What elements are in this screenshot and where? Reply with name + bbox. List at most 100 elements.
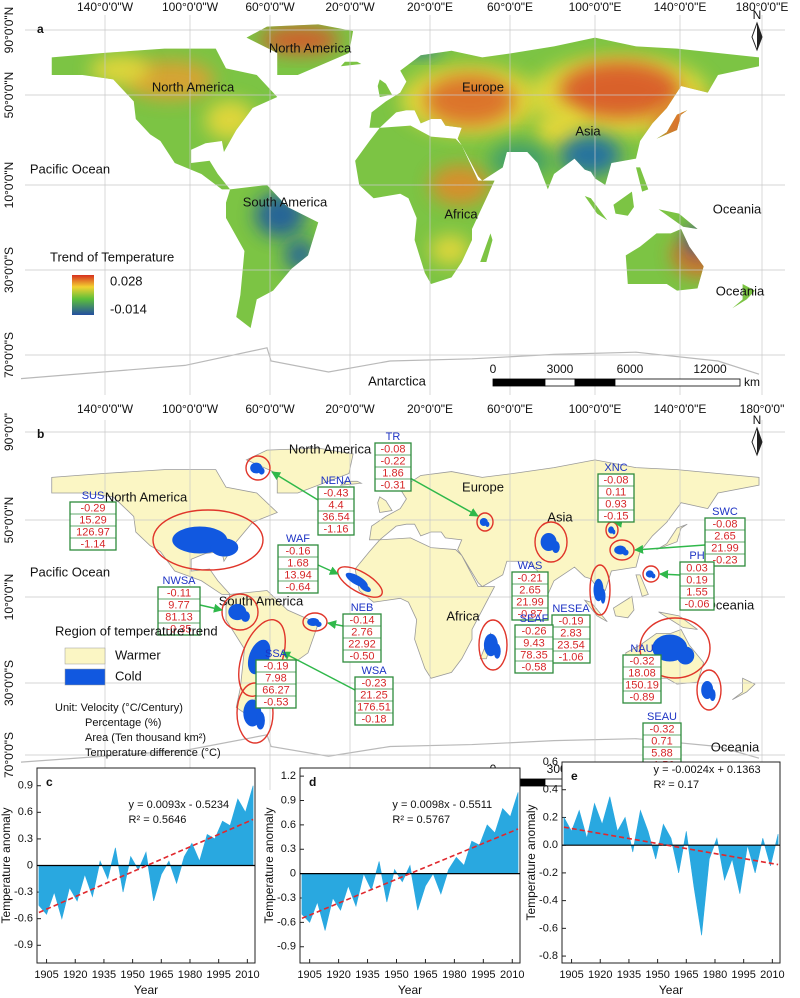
y-tick-label: -0.3 xyxy=(14,886,33,898)
region-code: WSA xyxy=(361,665,387,677)
y-tick-label: 0.6 xyxy=(281,819,296,831)
lon-label: 60°0'0"W xyxy=(245,0,295,14)
region-value: -0.58 xyxy=(521,661,546,673)
cold-area xyxy=(709,689,716,701)
cold-region xyxy=(478,619,508,671)
region-value: -0.31 xyxy=(380,479,405,491)
x-tick-label: 1905 xyxy=(297,969,321,981)
region-outline xyxy=(302,612,328,632)
x-tick-label: 2010 xyxy=(235,969,259,981)
lat-label: 90°0'0"N xyxy=(2,7,16,54)
region-code: XNC xyxy=(604,462,627,474)
region-value: -1.16 xyxy=(323,523,348,535)
place-label: Antarctica xyxy=(368,373,427,388)
region-value: -0.87 xyxy=(517,608,542,620)
legend-min: -0.014 xyxy=(110,301,147,316)
x-tick-label: 1980 xyxy=(178,969,202,981)
lat-label: 70°0'0"S xyxy=(2,732,16,778)
scale-label: 3000 xyxy=(547,362,574,376)
north-arrow xyxy=(757,428,762,455)
region-value: -0.19 xyxy=(558,615,583,627)
region-outline xyxy=(609,539,635,561)
y-tick-label: 0.6 xyxy=(18,806,33,818)
lon-label: 60°0'0"E xyxy=(487,402,533,416)
x-tick-label: 1980 xyxy=(442,969,466,981)
trend-line xyxy=(563,826,779,866)
scale-bar xyxy=(614,378,741,387)
place-label: Oceania xyxy=(706,597,755,612)
lon-label: 140°0'0"W xyxy=(77,402,134,416)
y-axis-label: Temperature anomaly xyxy=(524,804,538,920)
region-arrow xyxy=(281,651,356,691)
place-label: Oceania xyxy=(713,201,762,216)
region-value: 81.13 xyxy=(165,611,193,623)
cold-area xyxy=(622,549,629,556)
x-tick-label: 2010 xyxy=(760,969,784,981)
region-code: SUS xyxy=(82,490,105,502)
region-code: SSA xyxy=(265,648,288,660)
x-tick-label: 2010 xyxy=(500,969,524,981)
cold-area xyxy=(359,583,371,592)
y-tick-label: 0.3 xyxy=(281,843,296,855)
cold-area xyxy=(612,529,616,535)
place-label: South America xyxy=(243,194,328,209)
region-arrow xyxy=(327,620,344,630)
cold-region xyxy=(642,565,660,583)
x-tick-label: 1995 xyxy=(731,969,755,981)
region-value: -0.43 xyxy=(323,487,348,499)
cold-region xyxy=(152,509,264,571)
y-tick-label: -0.8 xyxy=(539,950,558,962)
plot-frame xyxy=(561,761,781,964)
lon-label: 20°0'0"E xyxy=(407,402,453,416)
heat-patch xyxy=(205,100,255,140)
x-tick-label: 1920 xyxy=(588,969,612,981)
region-value: -0.29 xyxy=(80,502,105,514)
north-label: N xyxy=(753,413,762,427)
y-tick-label: -0.9 xyxy=(277,941,296,953)
region-value: -0.08 xyxy=(712,518,737,530)
y-tick-label: 0.0 xyxy=(543,839,558,851)
region-arrow xyxy=(409,477,479,517)
region-code: NEB xyxy=(351,602,374,614)
region-code: SEAF xyxy=(520,613,549,625)
region-value: -1.06 xyxy=(558,651,583,663)
place-label: Asia xyxy=(575,123,601,138)
region-arrow xyxy=(317,564,339,575)
x-axis-label: Year xyxy=(134,983,158,997)
place-label: Pacific Ocean xyxy=(30,161,110,176)
region-value: 2.65 xyxy=(714,530,735,542)
scale-bar xyxy=(544,378,576,387)
region-value: 0.93 xyxy=(605,498,626,510)
heat-patch xyxy=(285,240,315,270)
heat-patch xyxy=(260,26,340,54)
place-label: Asia xyxy=(547,509,573,524)
heat-patch xyxy=(90,55,150,85)
trend-equation: y = 0.0098x - 0.5511 xyxy=(392,799,492,811)
region-outline xyxy=(478,619,508,671)
x-tick-label: 1995 xyxy=(471,969,495,981)
region-outline xyxy=(152,509,264,571)
legend-item: Cold xyxy=(115,668,142,683)
trend-equation: y = 0.0093x - 0.5234 xyxy=(129,799,230,811)
unit-line: Unit: Velocity (°C/Century) xyxy=(55,702,183,714)
region-arrow xyxy=(199,603,223,613)
heat-patch xyxy=(400,35,440,55)
region-value: 21.99 xyxy=(711,542,739,554)
y-tick-label: 0.3 xyxy=(18,833,33,845)
region-value: 21.25 xyxy=(360,689,388,701)
region-value: 0.71 xyxy=(651,735,672,747)
region-value: 21.99 xyxy=(516,596,544,608)
region-value: 1.86 xyxy=(382,467,403,479)
trend-r2: R² = 0.5767 xyxy=(392,814,450,826)
cold-region xyxy=(221,593,259,631)
x-tick-label: 1995 xyxy=(206,969,230,981)
region-value: 66.27 xyxy=(262,684,290,696)
region-value: -0.89 xyxy=(629,691,654,703)
lon-label: 180°0'0"E xyxy=(736,0,789,14)
cold-area xyxy=(676,646,695,665)
x-tick-label: 1935 xyxy=(355,969,379,981)
lat-label: 30°0'0"S xyxy=(2,247,16,293)
region-arrow xyxy=(659,569,681,579)
antarctica xyxy=(21,348,759,379)
x-tick-label: 1935 xyxy=(92,969,116,981)
